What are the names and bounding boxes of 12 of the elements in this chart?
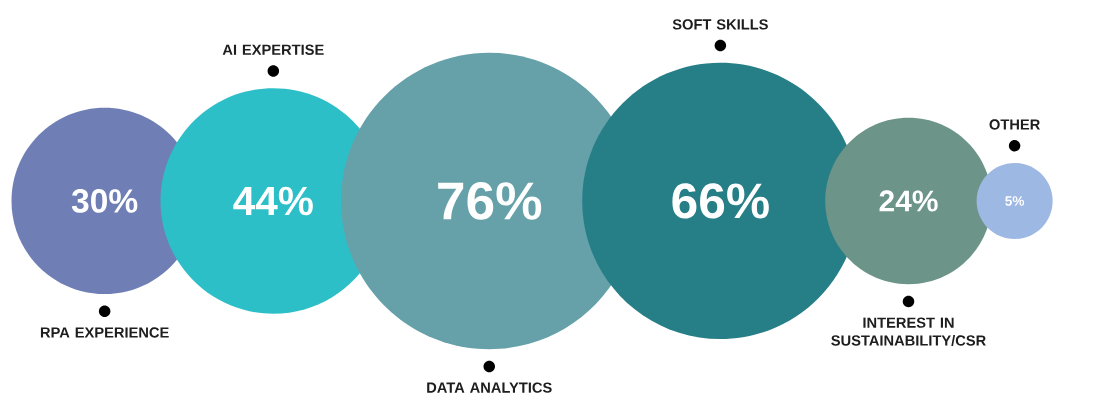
category-label: AI EXPERTISE xyxy=(222,44,324,55)
category-label: INTEREST IN SUSTAINABILITY/CSR xyxy=(831,317,986,346)
data-label: 66% xyxy=(672,183,769,219)
data-label: 76% xyxy=(438,181,542,220)
data-label: 24% xyxy=(879,190,938,212)
category-label: RPA EXPERIENCE xyxy=(40,327,169,338)
category-label: SOFT SKILLS xyxy=(672,19,768,30)
data-label: 30% xyxy=(71,188,138,213)
data-label: 5% xyxy=(1005,196,1025,206)
category-label: DATA ANALYTICS xyxy=(427,382,552,393)
category-label: OTHER xyxy=(989,119,1040,130)
data-label: 44% xyxy=(233,186,313,216)
